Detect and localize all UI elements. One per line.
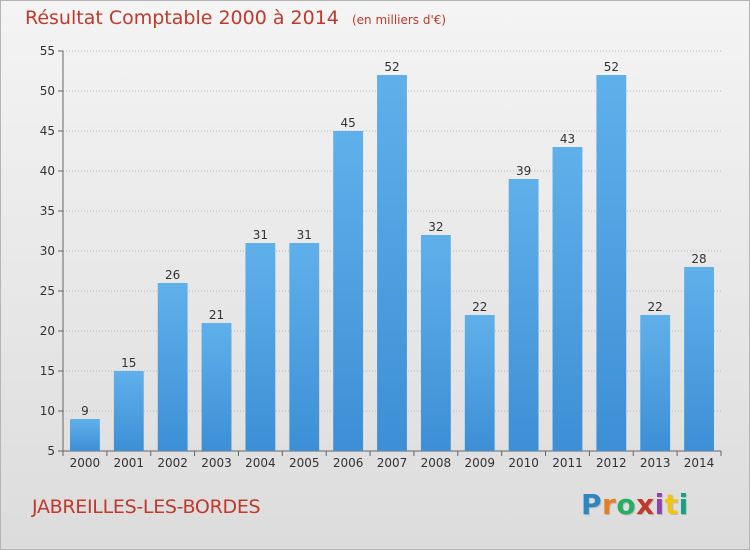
chart-title-row: Résultat Comptable 2000 à 2014 (en milli… [25, 7, 446, 29]
x-tick-label: 2012 [596, 456, 627, 470]
x-tick-label: 2008 [421, 456, 452, 470]
y-tick-label: 25 [40, 284, 55, 298]
bar-2004[interactable] [245, 243, 276, 451]
x-tick-label: 2013 [640, 456, 671, 470]
data-label: 22 [472, 300, 487, 314]
y-tick-label: 15 [40, 364, 55, 378]
bar-2007[interactable] [377, 75, 407, 451]
bar-2009[interactable] [464, 315, 495, 451]
y-tick-label: 10 [40, 404, 55, 418]
data-label: 43 [560, 132, 575, 146]
bar-2005[interactable] [289, 243, 320, 451]
data-label: 32 [428, 220, 443, 234]
bar-2012[interactable] [596, 75, 627, 451]
bar-2006[interactable] [333, 131, 364, 451]
bar-2001[interactable] [113, 371, 144, 451]
y-tick-label: 55 [40, 44, 55, 58]
proxiti-logo[interactable]: Proxiti [581, 488, 689, 521]
data-label: 52 [604, 60, 619, 74]
x-tick-label: 2009 [464, 456, 495, 470]
logo-letter: x [636, 488, 655, 521]
bar-2011[interactable] [552, 147, 583, 451]
logo-letter: t [664, 488, 679, 521]
data-label: 31 [297, 228, 312, 242]
chart-unit: (en milliers d'€) [351, 13, 447, 27]
commune-name: JABREILLES-LES-BORDES [32, 496, 261, 518]
data-label: 21 [209, 308, 224, 322]
data-label: 26 [165, 268, 180, 282]
data-label: 45 [340, 116, 355, 130]
data-label: 28 [691, 252, 706, 266]
chart-title: Résultat Comptable 2000 à 2014 [25, 7, 339, 29]
x-tick-label: 2004 [245, 456, 276, 470]
y-tick-label: 20 [40, 324, 55, 338]
y-tick-label: 30 [40, 244, 55, 258]
logo-letter: r [602, 488, 617, 521]
x-tick-label: 2006 [333, 456, 364, 470]
y-tick-label: 50 [40, 84, 55, 98]
y-tick-label: 35 [40, 204, 55, 218]
x-tick-label: 2003 [201, 456, 232, 470]
x-tick-label: 2010 [508, 456, 539, 470]
x-tick-label: 2005 [289, 456, 320, 470]
bar-2008[interactable] [420, 235, 451, 451]
x-tick-label: 2002 [157, 456, 188, 470]
data-label: 15 [121, 356, 136, 370]
data-label: 52 [384, 60, 399, 74]
bar-2013[interactable] [640, 315, 671, 451]
y-tick-label: 45 [40, 124, 55, 138]
bar-2002[interactable] [157, 283, 188, 451]
bar-2014[interactable] [684, 267, 714, 451]
bar-2010[interactable] [508, 179, 539, 451]
x-tick-label: 2000 [70, 456, 101, 470]
bar-2003[interactable] [201, 323, 232, 451]
y-tick-label: 5 [47, 444, 55, 458]
logo-letter: o [616, 488, 637, 521]
data-label: 22 [648, 300, 663, 314]
data-label: 39 [516, 164, 531, 178]
logo-letter: i [654, 488, 665, 521]
x-tick-label: 2011 [552, 456, 583, 470]
x-tick-label: 2014 [684, 456, 715, 470]
logo-letter: P [581, 488, 603, 521]
data-label: 9 [81, 404, 89, 418]
logo-letter: i [678, 488, 689, 521]
y-tick-label: 40 [40, 164, 55, 178]
x-tick-label: 2001 [114, 456, 145, 470]
bar-2000[interactable] [70, 419, 100, 451]
data-label: 31 [253, 228, 268, 242]
x-tick-label: 2007 [377, 456, 408, 470]
